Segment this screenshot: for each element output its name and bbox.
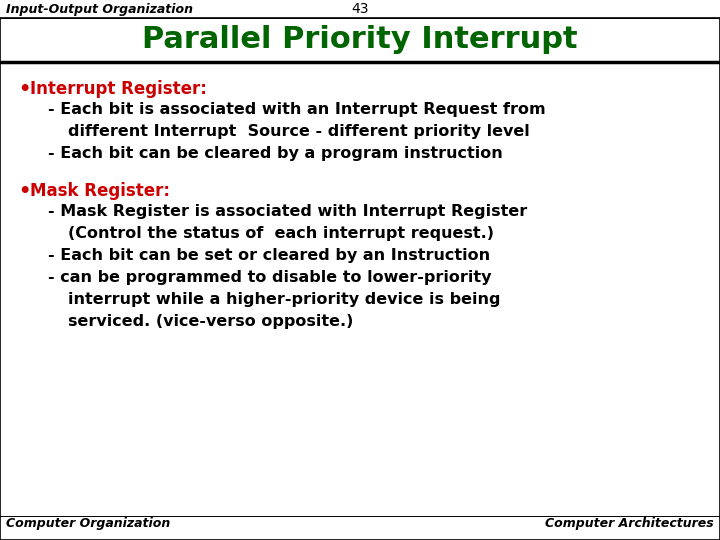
Text: serviced. (vice-verso opposite.): serviced. (vice-verso opposite.) bbox=[68, 314, 354, 329]
Text: Mask Register:: Mask Register: bbox=[30, 182, 170, 200]
Text: Computer Architectures: Computer Architectures bbox=[545, 517, 714, 530]
Text: Interrupt Register:: Interrupt Register: bbox=[30, 80, 207, 98]
Text: 43: 43 bbox=[351, 2, 369, 16]
Text: Input-Output Organization: Input-Output Organization bbox=[6, 3, 193, 16]
Text: different Interrupt  Source - different priority level: different Interrupt Source - different p… bbox=[68, 124, 530, 139]
Text: Parallel Priority Interrupt: Parallel Priority Interrupt bbox=[142, 25, 578, 55]
Text: - can be programmed to disable to lower-priority: - can be programmed to disable to lower-… bbox=[48, 270, 492, 285]
Text: - Each bit can be set or cleared by an Instruction: - Each bit can be set or cleared by an I… bbox=[48, 248, 490, 263]
Text: Computer Organization: Computer Organization bbox=[6, 517, 170, 530]
Text: •: • bbox=[18, 80, 30, 99]
Text: (Control the status of  each interrupt request.): (Control the status of each interrupt re… bbox=[68, 226, 494, 241]
Text: - Each bit can be cleared by a program instruction: - Each bit can be cleared by a program i… bbox=[48, 146, 503, 161]
Text: - Mask Register is associated with Interrupt Register: - Mask Register is associated with Inter… bbox=[48, 204, 527, 219]
Text: interrupt while a higher-priority device is being: interrupt while a higher-priority device… bbox=[68, 292, 500, 307]
Text: •: • bbox=[18, 182, 30, 201]
Text: - Each bit is associated with an Interrupt Request from: - Each bit is associated with an Interru… bbox=[48, 102, 546, 117]
